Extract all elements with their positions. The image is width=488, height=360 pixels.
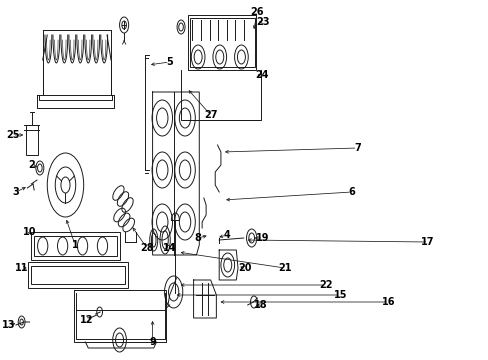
Text: 13: 13: [2, 320, 15, 330]
Text: 19: 19: [256, 233, 269, 243]
Text: 15: 15: [333, 290, 346, 300]
Text: 24: 24: [255, 70, 268, 80]
Text: 6: 6: [348, 187, 354, 197]
Text: 1: 1: [72, 240, 79, 250]
Text: 12: 12: [80, 315, 93, 325]
Bar: [189, 18, 254, 67]
Bar: [34, 236, 117, 256]
Text: 27: 27: [203, 110, 217, 120]
Bar: [28, 262, 128, 288]
Text: 3: 3: [13, 187, 20, 197]
Text: 7: 7: [353, 143, 360, 153]
Bar: [187, 15, 256, 70]
Text: 10: 10: [23, 227, 36, 237]
Text: 26: 26: [250, 7, 264, 17]
Text: 4: 4: [223, 230, 229, 240]
Text: 14: 14: [163, 243, 176, 253]
Text: 21: 21: [277, 263, 291, 273]
Bar: [31, 232, 120, 260]
Text: 11: 11: [15, 263, 28, 273]
Text: 18: 18: [253, 300, 267, 310]
Text: 5: 5: [166, 57, 173, 67]
Text: 28: 28: [140, 243, 153, 253]
Text: 9: 9: [149, 337, 156, 347]
Text: 25: 25: [6, 130, 19, 140]
Text: 20: 20: [238, 263, 251, 273]
Bar: [25, 125, 38, 155]
Text: 8: 8: [194, 233, 201, 243]
Text: 17: 17: [421, 237, 434, 247]
Text: 23: 23: [256, 17, 269, 27]
Text: 16: 16: [381, 297, 394, 307]
Text: 2: 2: [28, 160, 35, 170]
Text: 22: 22: [318, 280, 332, 290]
Bar: [31, 266, 125, 284]
